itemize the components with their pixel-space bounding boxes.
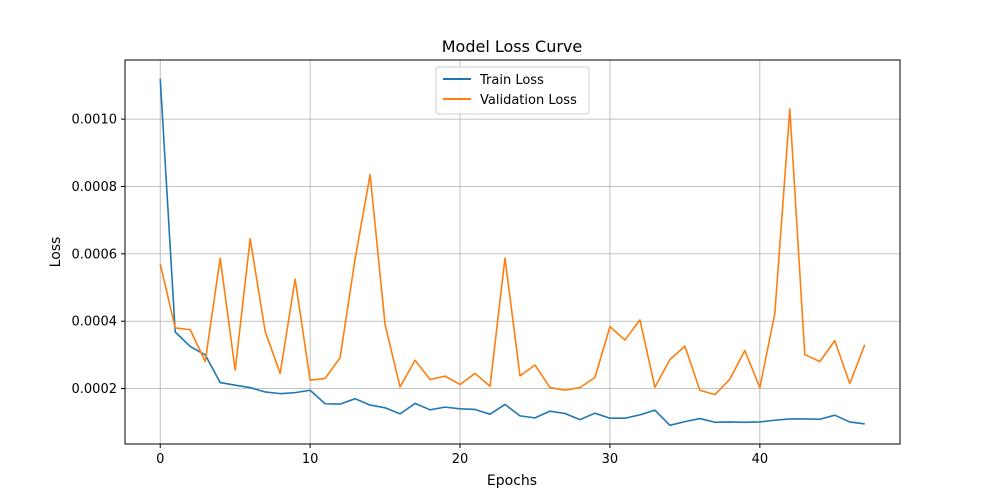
legend: Train Loss Validation Loss: [435, 66, 590, 115]
axis-ticks: 0 10 20 30 40 0.0002 0.0004 0.0006 0.0008 0.0010: [72, 113, 769, 467]
legend-box: [435, 66, 590, 115]
y-tick-label: 0.0010: [72, 113, 118, 128]
x-tick-label: 20: [452, 452, 469, 467]
y-tick-label: 0.0002: [72, 382, 118, 397]
series-lines: [159, 78, 866, 427]
x-tick-label: 30: [602, 452, 619, 467]
x-tick-label: 40: [752, 452, 769, 467]
y-tick-label: 0.0008: [72, 180, 118, 195]
validation-loss-line: [159, 108, 866, 396]
y-tick-label: 0.0004: [72, 315, 118, 330]
train-loss-line: [159, 78, 865, 427]
x-tick-label: 0: [156, 452, 164, 467]
legend-label-validation-loss: Validation Loss: [480, 93, 577, 108]
x-axis-label: Epochs: [487, 473, 537, 489]
grid-lines: [125, 60, 900, 444]
legend-label-train-loss: Train Loss: [479, 73, 544, 88]
y-axis-label: Loss: [48, 237, 64, 268]
chart-title: Model Loss Curve: [442, 37, 583, 56]
plot-frame: [124, 59, 901, 445]
y-tick-label: 0.0006: [72, 247, 118, 262]
x-tick-label: 10: [302, 452, 319, 467]
